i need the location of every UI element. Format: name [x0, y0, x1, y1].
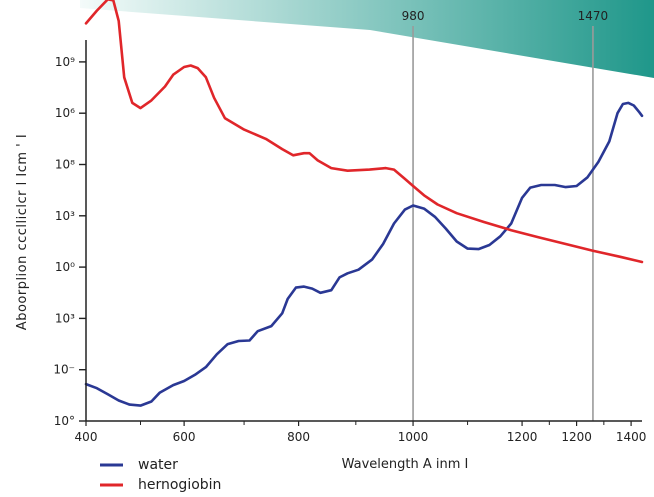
- legend: water hernogiobin: [100, 457, 221, 493]
- decorative-banner: [80, 0, 654, 78]
- x-tick-label: 800: [287, 430, 310, 444]
- y-tick-label: 10⁹: [55, 55, 75, 69]
- y-tick-label: 10°: [54, 414, 75, 428]
- series-line-water: [84, 101, 644, 407]
- y-tick-label: 10³: [55, 209, 75, 223]
- x-tick-label: 1000: [398, 430, 429, 444]
- legend-item-hemoglobin: hernogiobin: [100, 477, 221, 493]
- x-tick-label: 1200: [561, 430, 592, 444]
- y-axis-label: Aboorplion ccclliclcr l Icm ' I: [15, 134, 30, 330]
- legend-item-water: water: [100, 457, 178, 473]
- marker-label-980: 980: [402, 9, 425, 23]
- x-tick-label: 1200: [507, 430, 538, 444]
- x-tick-label: 400: [75, 430, 98, 444]
- y-tick-label: 10⁰: [55, 260, 75, 274]
- plot-area: 980 1470: [84, 0, 644, 421]
- y-tick-label: 10⁻: [53, 363, 75, 377]
- y-tick-label: 10³: [55, 311, 75, 325]
- y-tick-label: 10⁸: [55, 158, 75, 172]
- legend-label-water: water: [138, 457, 178, 473]
- legend-label-hemoglobin: hernogiobin: [138, 477, 221, 493]
- y-tick-label: 10⁶: [55, 106, 75, 120]
- axes: 400 600 800 1000 1200 1200 1400 10° 10⁻ 10³ 10⁰ 10³…: [53, 40, 646, 444]
- x-tick-label: 600: [173, 430, 196, 444]
- x-axis-label: Wavelength A inm I: [342, 457, 469, 472]
- x-axis-title: Wavelength A inm I: [342, 457, 469, 472]
- marker-label-1470: 1470: [578, 9, 609, 23]
- x-tick-label: 1400: [616, 430, 647, 444]
- series-line-hemoglobin: [84, 0, 644, 264]
